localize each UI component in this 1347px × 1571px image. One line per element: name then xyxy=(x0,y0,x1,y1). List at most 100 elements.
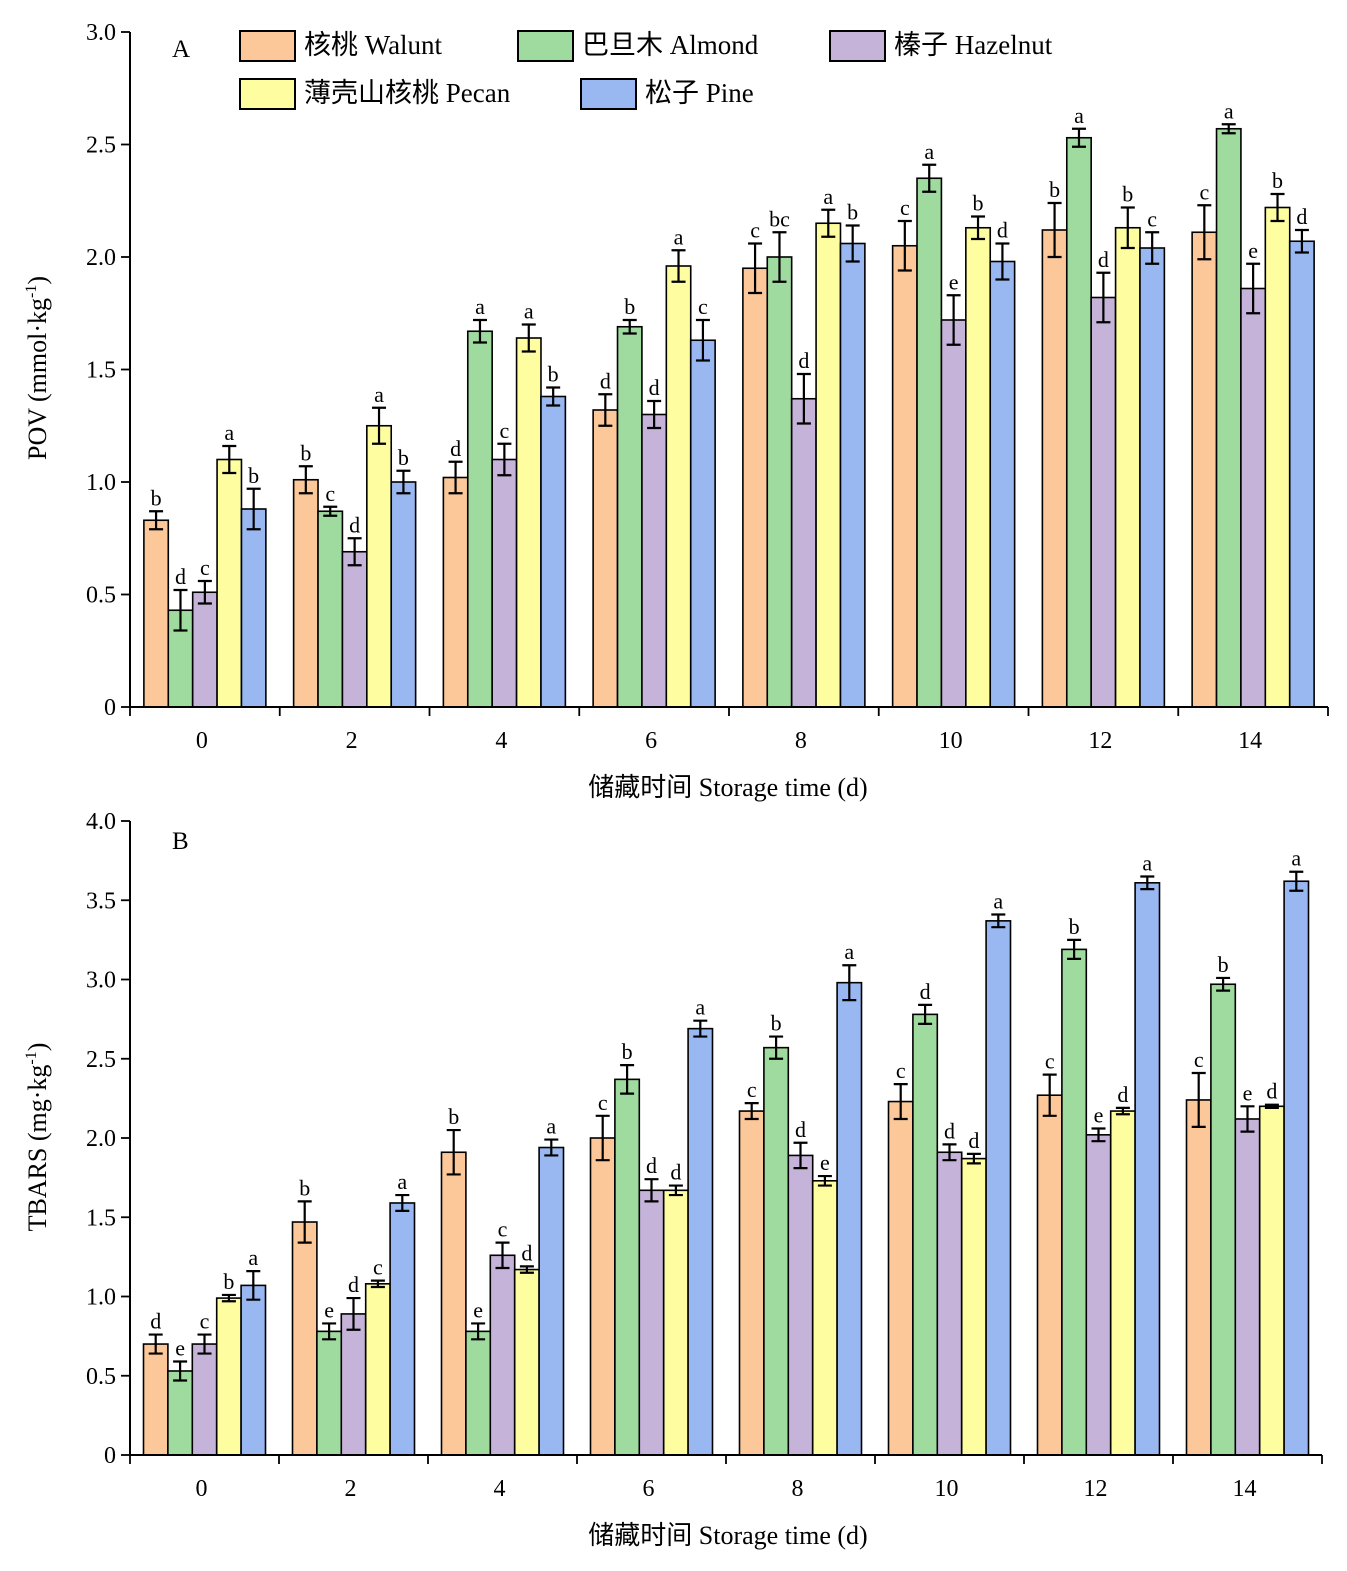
error-bar-pecan-day-10 xyxy=(966,1152,981,1165)
error-bar-pine-day-4 xyxy=(544,1138,559,1157)
error-bar-hazelnut-day-0 xyxy=(197,579,212,605)
x-tick-label-a-8: 8 xyxy=(795,728,807,754)
sig-label-hazelnut-day-0: c xyxy=(200,555,210,580)
panel-b-y-axis-title-main: TBARS (mg·kg xyxy=(23,1065,52,1232)
bar-hazelnut-day-4 xyxy=(489,1254,516,1456)
error-bar-almond-day-2 xyxy=(322,1322,337,1341)
x-tick-label-b-8: 8 xyxy=(792,1476,804,1502)
sig-label-pine-day-12: c xyxy=(1147,206,1157,231)
sig-label-walnut-day-2: b xyxy=(299,1175,310,1200)
panel-a-y-axis-title: POV (mmol·kg-1) xyxy=(23,276,52,460)
error-bar-hazelnut-day-4 xyxy=(497,442,512,477)
sig-label-pine-day-10: a xyxy=(993,889,1003,914)
y-tick-label-b-2.5: 2.5 xyxy=(86,1047,116,1073)
error-bar-pine-day-14 xyxy=(1294,228,1309,254)
x-tick-label-a-0: 0 xyxy=(196,728,208,754)
sig-label-walnut-day-10: c xyxy=(900,195,910,220)
sig-label-almond-day-4: e xyxy=(473,1297,483,1322)
sig-label-pecan-day-0: a xyxy=(224,420,234,445)
bar-almond-day-6 xyxy=(614,1078,641,1456)
error-bar-pecan-day-0 xyxy=(222,444,237,475)
bar-hazelnut-day-6 xyxy=(641,413,668,708)
error-bar-walnut-day-0 xyxy=(148,1333,163,1355)
bar-pine-day-10 xyxy=(989,260,1016,708)
legend-item-almond: 巴旦木 Almond xyxy=(517,30,759,62)
y-tick-label-a-0: 0 xyxy=(104,695,116,721)
sig-label-hazelnut-day-6: d xyxy=(649,375,660,400)
sig-label-walnut-day-4: b xyxy=(448,1104,459,1129)
error-bar-almond-day-4 xyxy=(472,318,487,344)
y-tick-label-b-3.5: 3.5 xyxy=(86,888,116,914)
error-bar-walnut-day-6 xyxy=(598,393,613,427)
sig-label-pine-day-2: b xyxy=(398,445,409,470)
y-tick-label-b-1.0: 1.0 xyxy=(86,1285,116,1311)
bar-walnut-day-10 xyxy=(891,244,918,708)
bar-almond-day-12 xyxy=(1061,948,1088,1456)
sig-label-pecan-day-4: a xyxy=(524,299,534,324)
sig-label-hazelnut-day-14: e xyxy=(1248,238,1258,263)
panel-b-label: B xyxy=(172,828,189,855)
y-tick-label-a-2.5: 2.5 xyxy=(86,133,116,159)
bar-hazelnut-day-0 xyxy=(191,1343,218,1456)
error-bar-hazelnut-day-6 xyxy=(644,1178,659,1203)
y-tick-label-a-2.0: 2.0 xyxy=(86,245,116,271)
legend-swatch-pine xyxy=(580,78,637,110)
sig-label-almond-day-0: e xyxy=(175,1335,185,1360)
sig-label-walnut-day-8: c xyxy=(750,218,760,243)
sig-label-walnut-day-2: b xyxy=(300,440,311,465)
error-bar-almond-day-12 xyxy=(1071,127,1086,148)
error-bar-pine-day-8 xyxy=(842,964,857,1002)
error-bar-almond-day-8 xyxy=(769,1035,784,1060)
bar-walnut-day-2 xyxy=(292,478,319,708)
error-bar-hazelnut-day-12 xyxy=(1091,1127,1106,1143)
sig-label-almond-day-4: a xyxy=(475,294,485,319)
x-tick-label-a-2: 2 xyxy=(346,728,358,754)
bar-pecan-day-4 xyxy=(513,1268,540,1456)
sig-label-walnut-day-6: d xyxy=(600,368,611,393)
error-bar-walnut-day-10 xyxy=(893,1083,908,1121)
x-tick-label-b-6: 6 xyxy=(643,1476,655,1502)
error-bar-walnut-day-8 xyxy=(748,242,763,295)
error-bar-hazelnut-day-10 xyxy=(946,294,961,346)
bar-almond-day-14 xyxy=(1215,127,1242,708)
error-bar-pecan-day-2 xyxy=(370,1279,385,1289)
sig-label-pine-day-6: c xyxy=(698,294,708,319)
sig-label-almond-day-8: b xyxy=(771,1011,782,1036)
sig-label-hazelnut-day-8: d xyxy=(798,348,809,373)
sig-label-almond-day-14: b xyxy=(1218,952,1229,977)
bar-pine-day-2 xyxy=(389,1202,416,1456)
error-bar-pecan-day-14 xyxy=(1270,192,1285,223)
legend-label-pine: 松子 Pine xyxy=(645,78,754,108)
sig-label-walnut-day-8: c xyxy=(747,1077,757,1102)
sig-label-almond-day-0: d xyxy=(175,564,186,589)
sig-label-hazelnut-day-14: e xyxy=(1243,1080,1253,1105)
error-bar-walnut-day-14 xyxy=(1197,204,1212,261)
error-bar-pecan-day-14 xyxy=(1264,1103,1279,1109)
legend-swatch-walnut xyxy=(239,30,296,62)
bar-hazelnut-day-2 xyxy=(341,550,368,708)
bar-hazelnut-day-8 xyxy=(790,397,817,708)
bar-almond-day-2 xyxy=(317,510,344,708)
error-bar-walnut-day-0 xyxy=(149,510,164,531)
sig-label-almond-day-10: a xyxy=(924,139,934,164)
error-bar-pine-day-6 xyxy=(695,318,710,362)
bar-pine-day-12 xyxy=(1139,247,1166,708)
sig-label-pecan-day-6: d xyxy=(670,1160,681,1185)
error-bar-pecan-day-10 xyxy=(971,215,986,241)
error-bar-almond-day-6 xyxy=(620,1063,635,1095)
sig-label-almond-day-14: a xyxy=(1224,98,1234,123)
bar-pine-day-2 xyxy=(390,481,417,708)
y-tick-label-a-0.5: 0.5 xyxy=(86,583,116,609)
error-bar-pecan-day-8 xyxy=(821,208,836,238)
bar-walnut-day-12 xyxy=(1041,229,1068,708)
bar-pecan-day-4 xyxy=(515,337,542,708)
bar-almond-day-4 xyxy=(465,1330,492,1456)
bar-hazelnut-day-8 xyxy=(787,1154,814,1456)
bar-almond-day-2 xyxy=(316,1330,343,1456)
bar-almond-day-4 xyxy=(466,330,493,708)
error-bar-pecan-day-6 xyxy=(668,1184,683,1197)
sig-label-pecan-day-6: a xyxy=(674,224,684,249)
sig-label-pecan-day-12: b xyxy=(1122,182,1133,207)
sig-label-almond-day-2: e xyxy=(324,1297,334,1322)
